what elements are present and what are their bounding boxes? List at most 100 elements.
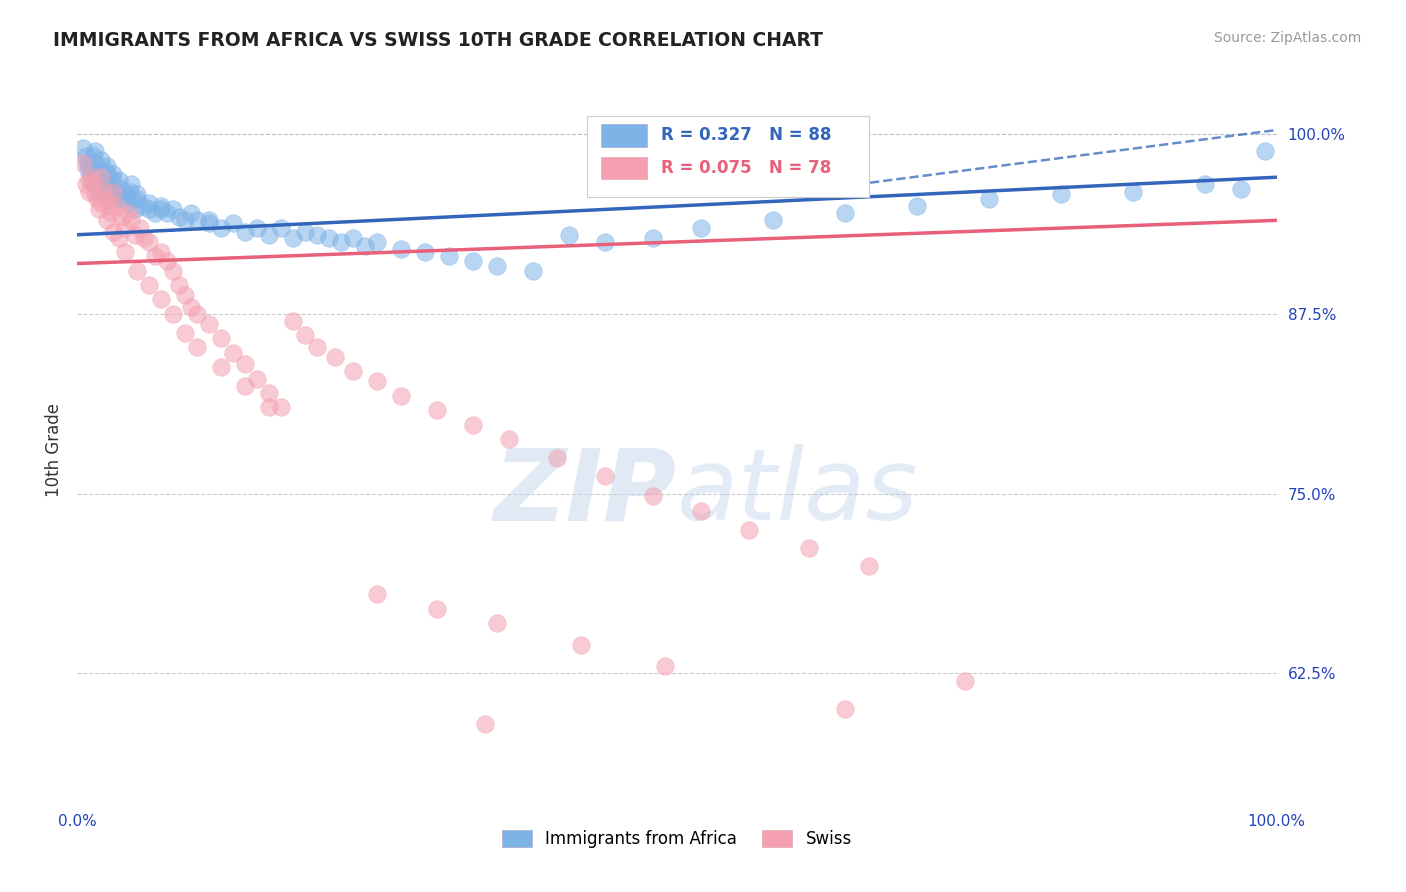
Point: [121, 192, 143, 206]
Point: [569, 638, 592, 652]
Point: [138, 202, 160, 216]
Point: [233, 225, 256, 239]
Point: [834, 702, 856, 716]
Point: [75, 148, 97, 162]
Point: [117, 206, 139, 220]
Point: [79, 159, 101, 173]
Point: [100, 206, 122, 220]
Point: [90, 153, 112, 167]
Point: [138, 235, 160, 249]
Point: [97, 173, 120, 187]
Point: [437, 249, 460, 263]
Point: [72, 141, 94, 155]
Point: [108, 173, 131, 187]
Point: [127, 192, 149, 206]
Point: [905, 199, 928, 213]
Point: [342, 364, 364, 378]
Point: [486, 260, 509, 274]
Point: [307, 227, 329, 242]
Point: [330, 235, 353, 249]
Point: [1229, 182, 1251, 196]
Text: ZIP: ZIP: [494, 444, 678, 541]
Point: [198, 216, 221, 230]
Point: [86, 170, 108, 185]
Point: [342, 230, 364, 244]
Point: [96, 167, 118, 181]
Point: [110, 211, 132, 225]
Point: [156, 206, 179, 220]
Point: [77, 163, 100, 178]
Point: [1049, 187, 1071, 202]
Point: [169, 211, 191, 225]
Point: [858, 558, 880, 573]
Point: [738, 523, 761, 537]
Point: [426, 601, 449, 615]
Point: [1122, 185, 1144, 199]
Point: [354, 239, 377, 253]
Point: [94, 187, 117, 202]
Point: [461, 417, 484, 432]
Point: [107, 192, 129, 206]
Point: [323, 350, 346, 364]
Point: [87, 185, 110, 199]
Point: [522, 263, 544, 277]
Point: [156, 253, 179, 268]
Point: [79, 173, 101, 187]
Point: [110, 182, 132, 196]
Point: [641, 230, 664, 244]
Point: [128, 220, 150, 235]
Point: [162, 202, 184, 216]
Point: [120, 178, 142, 192]
Point: [90, 170, 112, 185]
Point: [366, 235, 388, 249]
Point: [270, 220, 292, 235]
Point: [84, 156, 107, 170]
Point: [96, 159, 118, 173]
Point: [169, 278, 191, 293]
Point: [461, 253, 484, 268]
Point: [93, 185, 115, 199]
Point: [103, 185, 125, 199]
Point: [797, 541, 820, 556]
Y-axis label: 10th Grade: 10th Grade: [45, 403, 63, 498]
Point: [186, 213, 208, 227]
Point: [114, 187, 136, 202]
Point: [186, 340, 208, 354]
Point: [1253, 145, 1275, 159]
Point: [474, 716, 496, 731]
Point: [209, 359, 232, 374]
Point: [690, 504, 713, 518]
Point: [120, 185, 142, 199]
Point: [108, 230, 131, 244]
Point: [80, 173, 103, 187]
Point: [80, 170, 103, 185]
FancyBboxPatch shape: [602, 157, 647, 179]
Point: [120, 213, 142, 227]
Point: [127, 187, 149, 202]
Point: [86, 192, 108, 206]
Text: R = 0.075   N = 78: R = 0.075 N = 78: [661, 159, 831, 178]
Point: [79, 185, 101, 199]
Point: [486, 615, 509, 630]
Point: [138, 278, 160, 293]
Point: [641, 490, 664, 504]
Point: [150, 199, 173, 213]
Point: [105, 199, 128, 213]
Point: [84, 187, 107, 202]
Point: [498, 432, 520, 446]
Point: [134, 230, 156, 244]
Point: [150, 202, 173, 216]
Point: [257, 401, 280, 415]
Point: [654, 659, 676, 673]
Point: [100, 192, 122, 206]
Point: [72, 156, 94, 170]
Point: [111, 192, 134, 206]
Point: [180, 300, 202, 314]
Point: [87, 178, 110, 192]
Point: [143, 249, 166, 263]
Point: [150, 293, 173, 307]
Point: [558, 227, 581, 242]
Point: [174, 288, 197, 302]
Text: atlas: atlas: [678, 444, 918, 541]
Point: [138, 196, 160, 211]
